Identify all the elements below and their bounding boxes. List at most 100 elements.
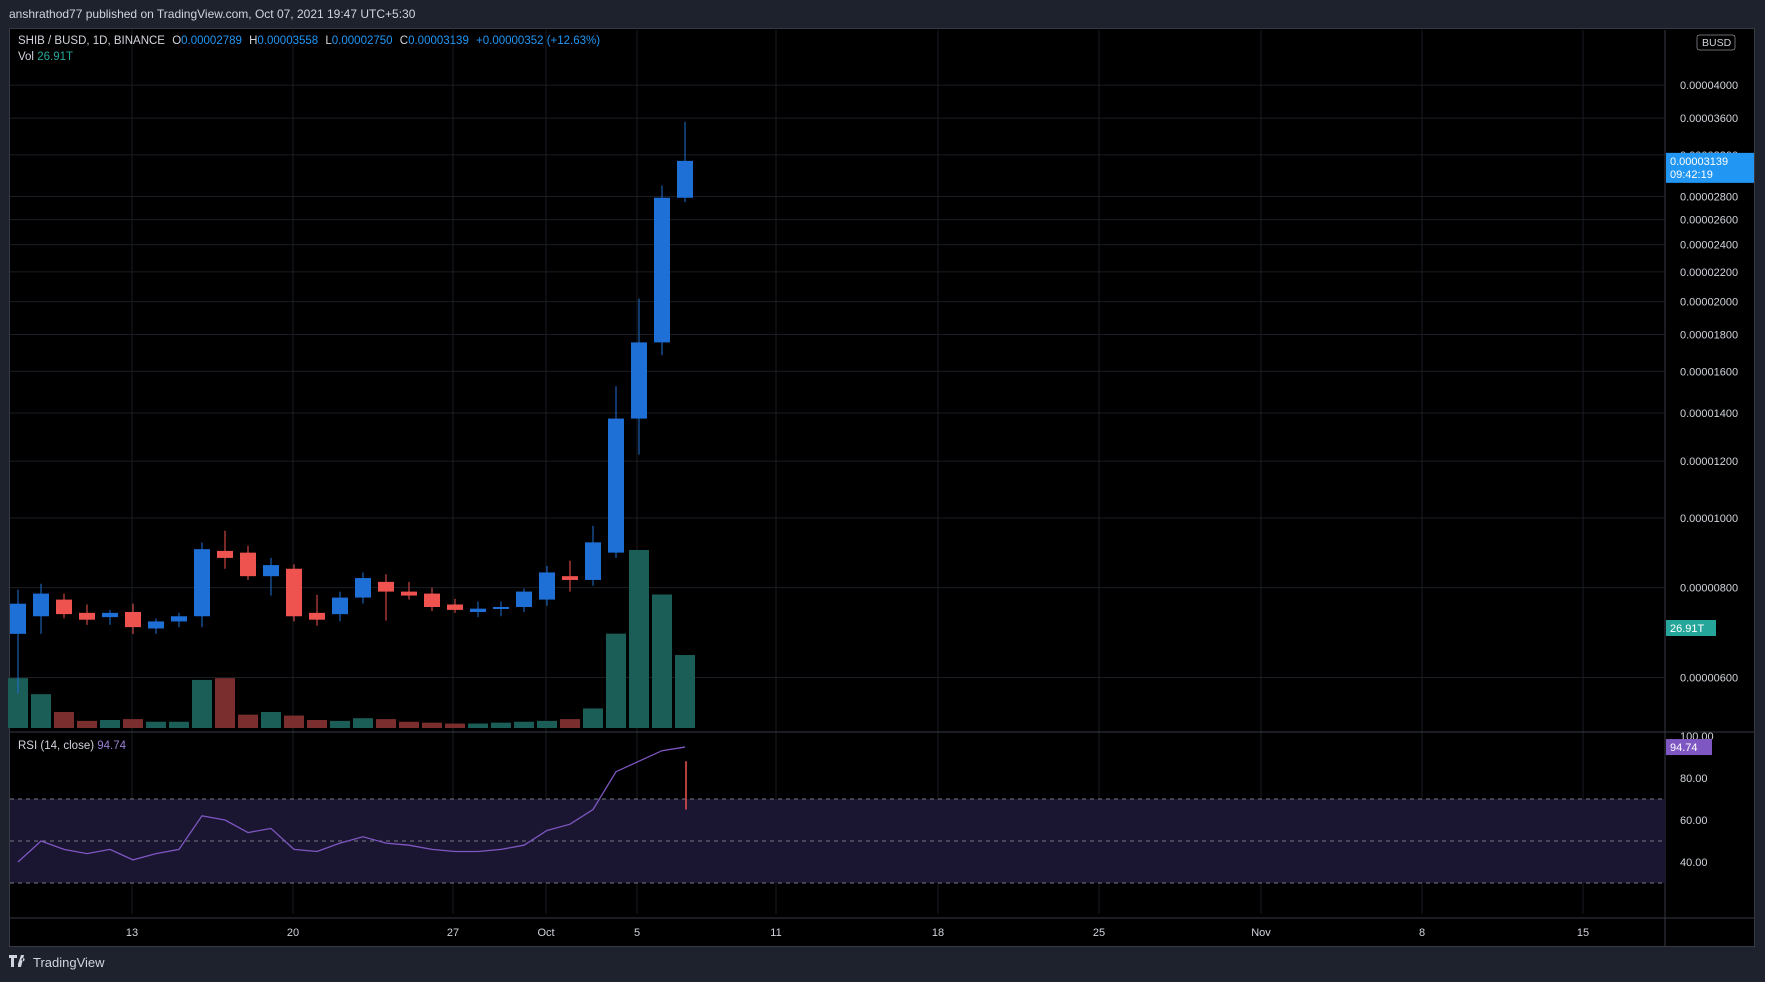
- tradingview-brand-text: TradingView: [33, 955, 105, 970]
- volume-bar: [146, 721, 166, 728]
- close-label: C: [399, 35, 409, 47]
- candle-body: [10, 603, 26, 634]
- rsi-line: [17, 746, 686, 863]
- candle-body: [654, 197, 670, 343]
- countdown-label: 09:42:19: [1670, 169, 1713, 181]
- candle-body: [516, 591, 532, 607]
- close-value: 0.00003139: [408, 35, 469, 47]
- price-tick-label: 0.00001600: [1680, 366, 1738, 378]
- volume-bar: [192, 679, 212, 728]
- volume-bar: [399, 721, 419, 728]
- price-tick-label: 0.00002400: [1680, 240, 1738, 252]
- time-tick-label: 8: [1419, 927, 1425, 939]
- price-tick-label: 0.00002800: [1680, 192, 1738, 204]
- ohlc-legend: SHIB / BUSD, 1D, BINANCE O0.00002789 H0.…: [18, 35, 604, 47]
- candle-body: [401, 591, 417, 596]
- volume-bar: [514, 721, 534, 728]
- candle-body: [585, 542, 601, 580]
- change-value: +0.00000352 (+12.63%): [476, 35, 601, 47]
- volume-bar: [583, 708, 603, 728]
- candle-body: [378, 581, 394, 592]
- candle-body: [424, 593, 440, 607]
- volume-bar: [445, 723, 465, 728]
- currency-tag-label: BUSD: [1702, 37, 1732, 49]
- time-tick-label: 18: [932, 927, 944, 939]
- candle-body: [33, 593, 49, 617]
- volume-bar: [330, 720, 350, 728]
- price-tick-label: 0.00004000: [1680, 80, 1738, 92]
- candle-body: [470, 608, 486, 613]
- volume-bar: [77, 720, 97, 728]
- last-price-tag: [1666, 152, 1754, 183]
- candle-body: [240, 552, 256, 577]
- volume-bar: [353, 718, 373, 728]
- time-tick-label: 20: [287, 927, 299, 939]
- volume-label[interactable]: Vol: [18, 51, 34, 63]
- candle-body: [631, 342, 647, 419]
- chart-frame[interactable]: [9, 28, 1755, 947]
- volume-bar: [606, 633, 626, 728]
- price-tick-label: 0.00001200: [1680, 456, 1738, 468]
- candle-body: [263, 565, 279, 577]
- time-tick-label: 27: [447, 927, 459, 939]
- volume-bar: [169, 721, 189, 728]
- price-tick-label: 0.00000600: [1680, 672, 1738, 684]
- volume-bar: [537, 720, 557, 728]
- volume-bar: [652, 594, 672, 728]
- volume-bar: [261, 711, 281, 728]
- volume-bar: [123, 719, 143, 728]
- high-value: 0.00003558: [257, 35, 319, 47]
- symbol-label[interactable]: SHIB / BUSD, 1D, BINANCE: [18, 35, 165, 47]
- candle-body: [125, 612, 141, 628]
- candle-body: [539, 572, 555, 600]
- rsi-label[interactable]: RSI (14, close): [18, 740, 95, 752]
- candle-body: [79, 612, 95, 620]
- candle-body: [447, 604, 463, 610]
- candle-body: [309, 612, 325, 620]
- candle-body: [171, 616, 187, 622]
- time-tick-label: Oct: [537, 927, 554, 939]
- volume-bar: [675, 655, 695, 728]
- rsi-legend: RSI (14, close) 94.74: [18, 740, 126, 752]
- last-price-label: 0.00003139: [1670, 156, 1728, 168]
- candle-body: [493, 606, 509, 609]
- open-value: 0.00002789: [181, 35, 242, 47]
- price-tick-label: 0.00001000: [1680, 513, 1738, 525]
- volume-bar: [238, 714, 258, 728]
- rsi-tick-label: 60.00: [1680, 815, 1708, 827]
- rsi-tick-label: 40.00: [1680, 857, 1708, 869]
- price-tick-label: 0.00002200: [1680, 267, 1738, 279]
- volume-bar: [307, 719, 327, 728]
- low-value: 0.00002750: [331, 35, 393, 47]
- publish-info: anshrathod77 published on TradingView.co…: [9, 7, 416, 21]
- volume-bar: [560, 719, 580, 728]
- candle-body: [194, 549, 210, 617]
- volume-last-tag: [1666, 620, 1716, 636]
- footer-brand[interactable]: TradingView: [9, 955, 105, 970]
- volume-bar: [422, 722, 442, 728]
- candle-body: [286, 568, 302, 617]
- volume-bar: [376, 719, 396, 728]
- candle-body: [217, 550, 233, 558]
- price-tick-label: 0.00001400: [1680, 408, 1738, 420]
- currency-tag-box[interactable]: [1696, 34, 1736, 51]
- candle-body: [677, 160, 693, 198]
- volume-bar: [468, 723, 488, 728]
- candle-body: [332, 597, 348, 615]
- low-label: L: [325, 35, 332, 47]
- time-tick-label: 11: [770, 927, 781, 939]
- time-tick-label: 25: [1093, 927, 1105, 939]
- rsi-last-tag: [1666, 739, 1712, 756]
- volume-bar: [284, 715, 304, 728]
- top-bar: anshrathod77 published on TradingView.co…: [0, 0, 1765, 28]
- volume-bar: [31, 694, 51, 728]
- rsi-value: 94.74: [97, 740, 127, 752]
- candle-body: [102, 612, 118, 618]
- volume-bar: [8, 678, 28, 728]
- volume-last-label: 26.91T: [1670, 623, 1705, 635]
- candle-body: [56, 599, 72, 615]
- tradingview-logo-icon: [9, 955, 29, 970]
- time-tick-label: 5: [634, 927, 640, 939]
- candle-body: [562, 576, 578, 580]
